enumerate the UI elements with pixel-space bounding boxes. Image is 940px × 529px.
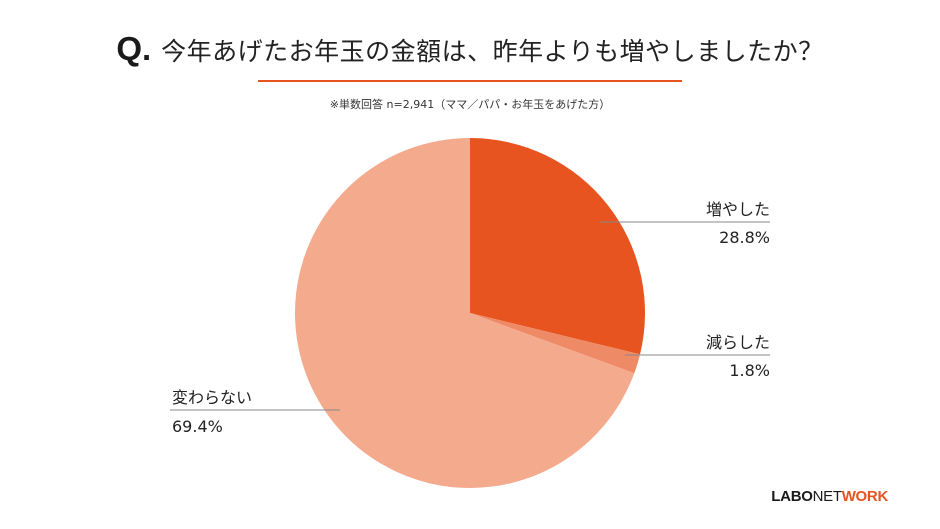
pie-slice-3 bbox=[295, 138, 635, 488]
chart-title: Q. 今年あげたお年玉の金額は、昨年よりも増やしましたか？ bbox=[0, 30, 940, 74]
slice-label-1: 増やした bbox=[706, 200, 770, 219]
brand-logo-part-labo: LABO bbox=[771, 488, 813, 505]
slice-value-2: 1.8% bbox=[729, 361, 770, 380]
brand-logo-part-work: WORK bbox=[841, 488, 889, 505]
slice-label-3: 変わらない bbox=[172, 388, 252, 407]
title-underline bbox=[258, 80, 682, 82]
question-mark-label: Q. bbox=[116, 30, 152, 67]
pie-slice-2 bbox=[470, 313, 641, 374]
slice-value-3: 69.4% bbox=[172, 417, 223, 436]
slice-label-2: 減らした bbox=[706, 333, 770, 352]
sample-note: ※単数回答 n=2,941（ママ／パパ・お年玉をあげた方） bbox=[329, 98, 611, 111]
slice-value-1: 28.8% bbox=[719, 228, 770, 247]
question-text: 今年あげたお年玉の金額は、昨年よりも増やしましたか？ bbox=[161, 37, 824, 66]
brand-logo: LABONETWORK bbox=[771, 488, 888, 505]
brand-logo-part-net: NET bbox=[812, 488, 842, 505]
pie-slice-1 bbox=[470, 138, 646, 355]
